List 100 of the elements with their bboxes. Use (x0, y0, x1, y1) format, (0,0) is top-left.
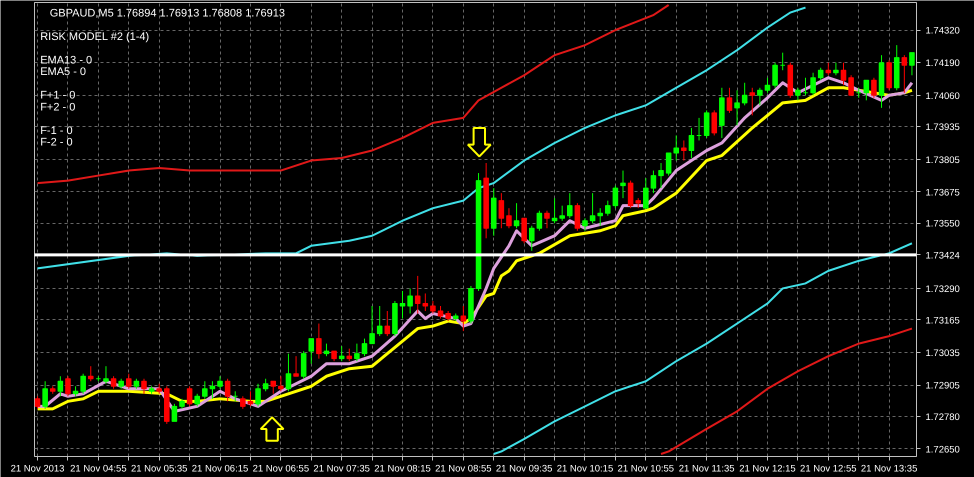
candlestick (126, 373, 132, 390)
line-series (36, 4, 670, 184)
ref-line-label: 1.73424 (926, 250, 960, 262)
candlestick (445, 310, 451, 322)
x-tick-label: 21 Nov 06:15 (192, 464, 248, 474)
candlestick (72, 386, 78, 397)
x-tick-label: 21 Nov 11:35 (678, 464, 735, 474)
y-tick-label: 1.72905 (926, 380, 960, 392)
candlestick (620, 170, 626, 199)
candlestick (833, 62, 839, 76)
y-tick-label: 1.73935 (926, 122, 960, 134)
candlestick (172, 403, 178, 422)
x-tick-label: 21 Nov 04:55 (70, 464, 127, 474)
candlestick (430, 300, 436, 314)
candlestick (414, 275, 420, 314)
candlestick (202, 380, 208, 400)
candlestick (179, 398, 185, 410)
candlestick (559, 205, 565, 222)
candlestick (696, 117, 702, 141)
candlestick (840, 62, 846, 86)
x-tick-label: 21 Nov 07:35 (313, 464, 370, 474)
annotation: EMA13 - 0 (40, 54, 92, 66)
candlestick (422, 292, 428, 312)
candlestick (612, 185, 618, 209)
y-tick-label: 1.73805 (926, 154, 960, 166)
candlestick (278, 376, 284, 392)
y-tick-label: 1.73675 (926, 187, 960, 198)
candlestick (506, 208, 512, 229)
x-tick-label: 21 Nov 09:35 (496, 464, 552, 474)
candlestick (749, 87, 756, 116)
candlestick (597, 208, 603, 226)
candlestick (316, 323, 322, 360)
candlestick (848, 74, 854, 96)
x-tick-label: 21 Nov 2013 (10, 464, 64, 474)
candlestick (248, 390, 254, 407)
candlestick (909, 52, 915, 76)
candlestick (338, 346, 344, 362)
candlestick (734, 90, 740, 126)
candlestick (103, 366, 109, 384)
candlestick (141, 378, 147, 394)
candlestick (673, 134, 680, 162)
y-tick-label: 1.74060 (926, 90, 960, 102)
candlestick (590, 192, 596, 224)
candlestick (711, 110, 718, 136)
candlestick (346, 348, 352, 362)
candlestick (864, 80, 870, 101)
candlestick (666, 152, 672, 176)
candlestick (757, 87, 763, 106)
candlestick (58, 376, 64, 397)
candlestick (460, 306, 466, 332)
candlestick (308, 338, 314, 364)
candlestick (521, 218, 527, 244)
candlestick (255, 383, 261, 407)
annotation: F-2 - 0 (40, 136, 73, 149)
x-tick-label: 21 Nov 10:55 (618, 464, 674, 474)
candlestick (536, 210, 542, 232)
candlestick (826, 62, 832, 76)
line-series (492, 242, 913, 455)
x-tick-label: 21 Nov 08:55 (435, 464, 492, 474)
annotation: RISK MODEL #2 (1-4) (40, 30, 150, 43)
candlestick (726, 87, 732, 114)
candlestick (369, 306, 375, 344)
candlestick (362, 338, 368, 357)
x-tick-label: 21 Nov 13:35 (860, 464, 918, 474)
candlestick (780, 52, 786, 71)
annotation: F+2 - 0 (40, 101, 76, 114)
candlestick (354, 343, 360, 362)
candlestick (574, 202, 580, 232)
candlestick (802, 77, 808, 96)
candlestick (186, 386, 192, 407)
candlestick (772, 62, 778, 88)
y-tick-label: 1.73035 (926, 348, 960, 359)
candlestick (742, 82, 748, 106)
candlestick (65, 376, 71, 397)
candlestick (232, 390, 238, 402)
candlestick (42, 380, 48, 410)
candlestick (96, 376, 102, 382)
candlestick (156, 383, 162, 394)
candlestick (217, 376, 223, 390)
candlestick (856, 87, 862, 98)
candlestick (240, 396, 246, 410)
candlestick (582, 218, 588, 232)
candlestick (34, 396, 40, 410)
candlestick (635, 198, 641, 209)
line-series (660, 328, 913, 455)
candlestick (795, 87, 801, 101)
candlestick (514, 202, 520, 229)
y-tick-label: 1.73165 (926, 315, 960, 326)
x-tick-label: 21 Nov 08:15 (374, 464, 431, 474)
annotation: F+1 - 0 (40, 90, 76, 102)
candlestick (331, 350, 337, 362)
candlestick (567, 192, 573, 219)
candlestick (902, 54, 908, 94)
line-series (36, 6, 806, 270)
candlestick (110, 376, 116, 390)
candlestick (681, 140, 687, 162)
candlestick (224, 378, 230, 402)
candlestick (552, 198, 558, 224)
candlestick (384, 310, 390, 337)
candlestick (262, 378, 268, 392)
